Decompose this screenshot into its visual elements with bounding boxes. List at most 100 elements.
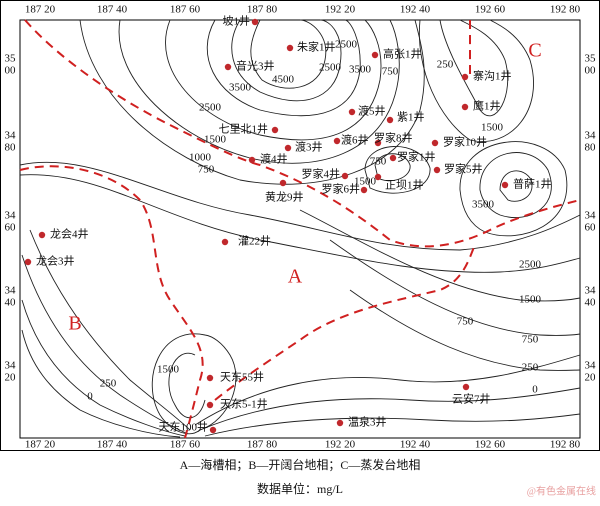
contour-label: 750 bbox=[457, 316, 474, 328]
contour-label: 250 bbox=[437, 59, 454, 71]
contour-label: 750 bbox=[198, 164, 215, 176]
left-coord: 34 bbox=[5, 210, 17, 222]
well-marker bbox=[501, 181, 509, 189]
left-coord: 34 bbox=[5, 285, 17, 297]
contour-label: 2500 bbox=[519, 259, 542, 271]
left-coord: 40 bbox=[5, 297, 17, 309]
zone-label: B bbox=[68, 313, 81, 335]
well-name: 渡5井 bbox=[358, 104, 386, 118]
contour-label: 4500 bbox=[272, 74, 295, 86]
well-name: 罗家1井 bbox=[397, 150, 436, 164]
top-coord: 187 80 bbox=[247, 4, 278, 16]
watermark: @有色金属在线 bbox=[527, 484, 596, 497]
left-coord: 34 bbox=[5, 360, 17, 372]
well-name: 温泉3井 bbox=[348, 415, 387, 429]
well-name: 坡1井 bbox=[223, 14, 251, 28]
well-name: 天东5-1井 bbox=[220, 397, 268, 411]
well-name: 紫1井 bbox=[397, 110, 425, 124]
well-marker bbox=[360, 186, 368, 194]
top-coord: 192 60 bbox=[475, 4, 506, 16]
left-coord: 60 bbox=[5, 222, 17, 234]
well-name: 罗家10井 bbox=[443, 135, 487, 149]
left-coord: 34 bbox=[5, 130, 17, 142]
bottom-coord: 192 80 bbox=[550, 439, 581, 451]
well-marker bbox=[462, 383, 470, 391]
contour-label: 1500 bbox=[519, 294, 542, 306]
contour-label: 0 bbox=[532, 384, 538, 396]
contour-label: 250 bbox=[522, 362, 539, 374]
well-name: 天东55井 bbox=[220, 370, 264, 384]
contour-label: 750 bbox=[382, 66, 399, 78]
well-marker bbox=[371, 51, 379, 59]
well-name: 朱家1井 bbox=[297, 40, 336, 54]
contour-label: 1500 bbox=[481, 122, 504, 134]
well-marker bbox=[433, 166, 441, 174]
zone-label: A bbox=[288, 266, 303, 288]
left-coord: 20 bbox=[5, 372, 17, 384]
contour-label: 1500 bbox=[157, 364, 180, 376]
well-name: 寨沟1井 bbox=[473, 69, 512, 83]
well-marker bbox=[221, 238, 229, 246]
contour-label: 1500 bbox=[204, 134, 227, 146]
contour-label: 1500 bbox=[354, 176, 377, 188]
well-name: 鹰1井 bbox=[473, 99, 501, 113]
well-name: 黄龙9井 bbox=[265, 190, 304, 204]
contours bbox=[19, 19, 581, 438]
well-name: 渡4井 bbox=[260, 152, 288, 166]
contour-label: 2500 bbox=[199, 102, 222, 114]
well-name: 罗家5井 bbox=[444, 162, 483, 176]
right-coord: 20 bbox=[585, 372, 597, 384]
bottom-coord: 187 80 bbox=[247, 439, 278, 451]
well-marker bbox=[251, 18, 259, 26]
top-coord: 192 20 bbox=[325, 4, 356, 16]
well-marker bbox=[284, 144, 292, 152]
right-coord: 60 bbox=[585, 222, 597, 234]
well-marker bbox=[336, 419, 344, 427]
well-marker bbox=[224, 63, 232, 71]
well-name: 罗家6井 bbox=[322, 182, 361, 196]
well-name: 渡6井 bbox=[341, 133, 369, 147]
inner-frame bbox=[19, 19, 581, 439]
top-coord: 187 60 bbox=[170, 4, 201, 16]
well-name: 正坝1井 bbox=[385, 178, 424, 192]
well-marker bbox=[461, 73, 469, 81]
well-marker bbox=[209, 426, 217, 434]
right-coord: 35 bbox=[585, 53, 597, 65]
well-marker bbox=[374, 139, 382, 147]
right-coord: 34 bbox=[585, 210, 597, 222]
well-marker bbox=[271, 126, 279, 134]
well-marker bbox=[386, 116, 394, 124]
contour-label: 1000 bbox=[189, 152, 212, 164]
well-marker bbox=[333, 137, 341, 145]
contour-label: 3500 bbox=[472, 199, 495, 211]
well-marker bbox=[279, 179, 287, 187]
right-coord: 40 bbox=[585, 297, 597, 309]
well-marker bbox=[248, 156, 256, 164]
well-marker bbox=[374, 173, 382, 181]
well-marker bbox=[206, 401, 214, 409]
left-coord: 80 bbox=[5, 142, 17, 154]
bottom-coord: 187 40 bbox=[97, 439, 128, 451]
well-name: 普萨1井 bbox=[513, 177, 552, 191]
well-name: 渡3井 bbox=[295, 140, 323, 154]
top-coord: 192 40 bbox=[400, 4, 431, 16]
contour-label: 2500 bbox=[335, 39, 358, 51]
zone-label: C bbox=[528, 40, 541, 62]
well-name: 灌22井 bbox=[238, 234, 271, 248]
caption-legend: A—海槽相；B—开阔台地相；C—蒸发台地相 bbox=[180, 457, 421, 472]
well-name: 七里北1井 bbox=[219, 122, 269, 136]
bottom-coord: 187 20 bbox=[25, 439, 56, 451]
contour-label: 250 bbox=[100, 378, 117, 390]
well-marker bbox=[286, 44, 294, 52]
right-coord: 80 bbox=[585, 142, 597, 154]
bottom-coord: 192 40 bbox=[400, 439, 431, 451]
well-marker bbox=[38, 231, 46, 239]
well-marker bbox=[348, 108, 356, 116]
right-coord: 34 bbox=[585, 285, 597, 297]
well-name: 罗家8井 bbox=[374, 131, 413, 145]
contour-label: 750 bbox=[370, 156, 387, 168]
well-marker bbox=[206, 374, 214, 382]
left-coord: 00 bbox=[5, 65, 17, 77]
well-marker bbox=[24, 258, 32, 266]
